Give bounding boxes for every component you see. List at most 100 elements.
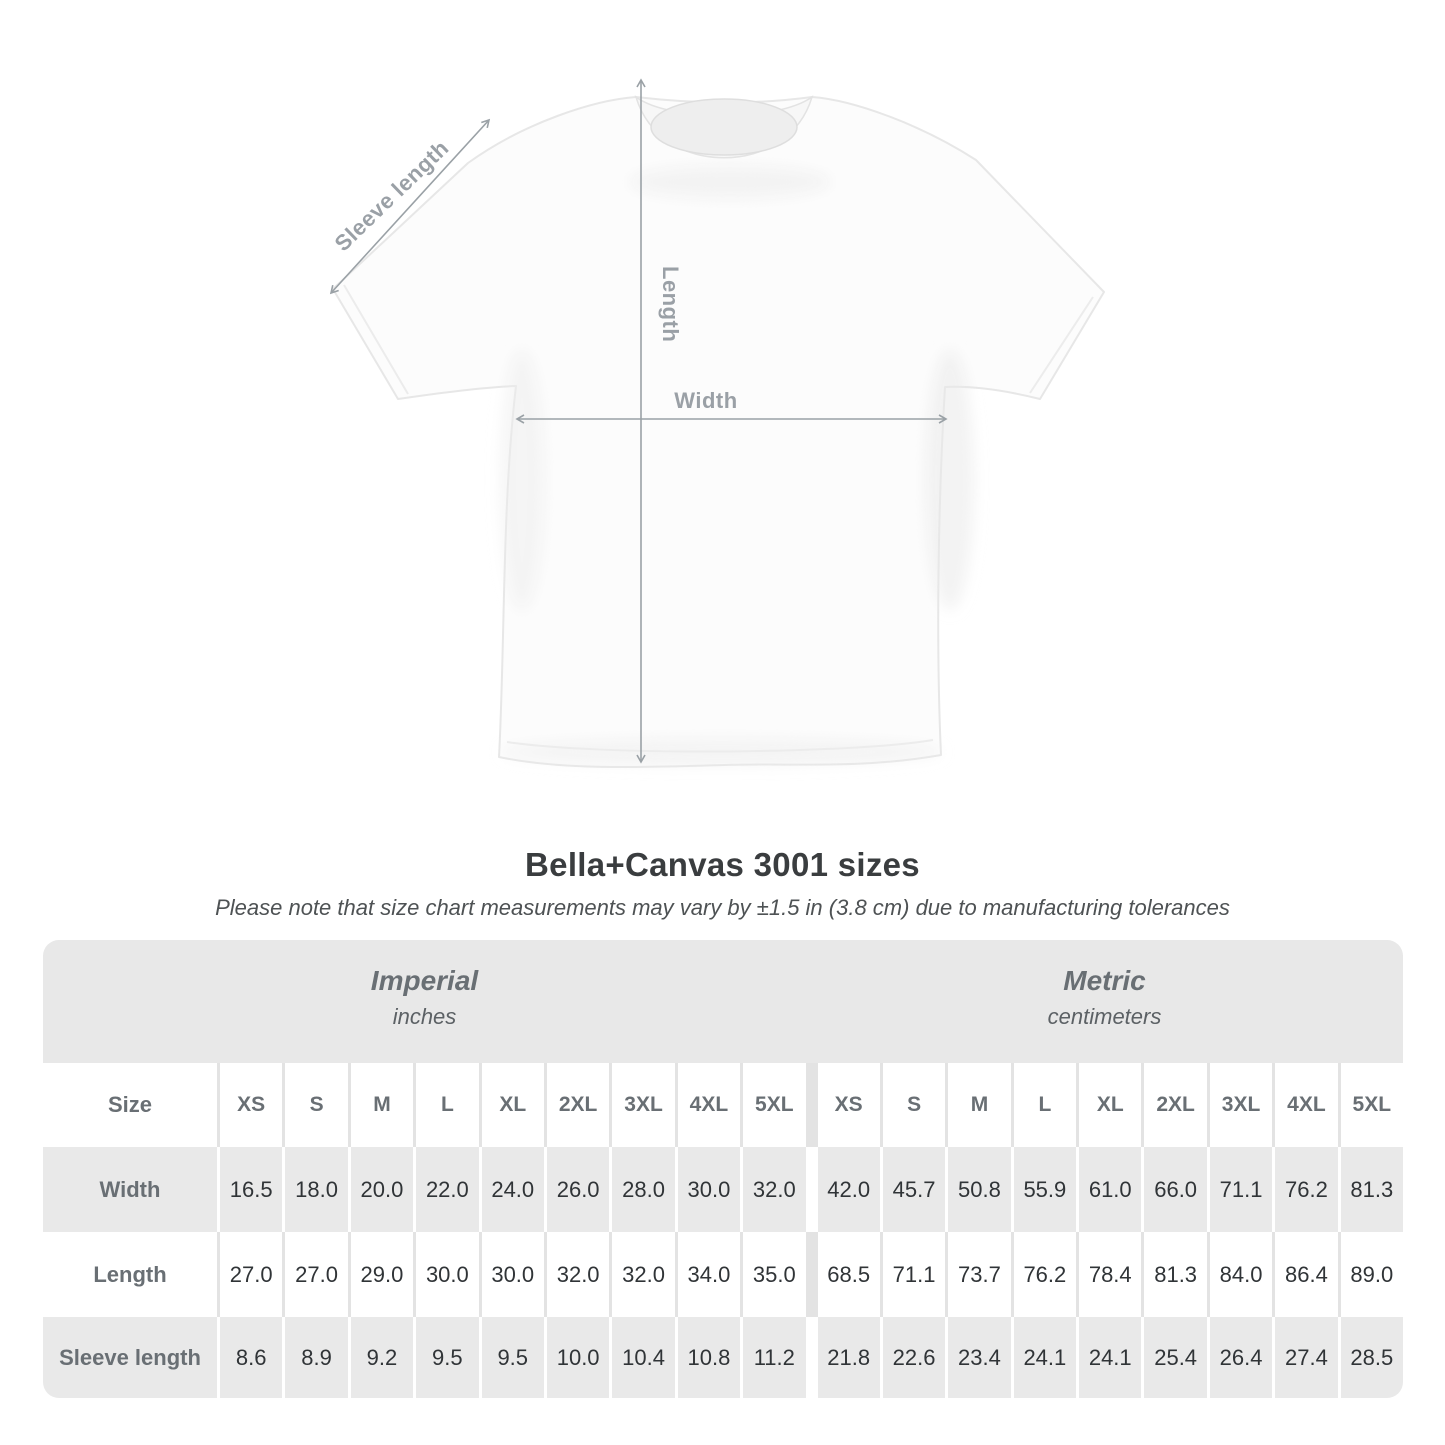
value-cell: 24.1 — [1079, 1317, 1142, 1398]
value-cell: 34.0 — [677, 1232, 741, 1317]
row-label: Width — [43, 1147, 217, 1232]
size-col-header: 3XL — [1209, 1063, 1273, 1147]
size-col-header: L — [1013, 1063, 1077, 1147]
value-cell: 20.0 — [350, 1147, 414, 1232]
metric-group-header: Metric centimeters — [806, 940, 1403, 1063]
value-cell: 30.0 — [481, 1232, 544, 1317]
hem-seam — [506, 739, 934, 753]
value-cell: 26.4 — [1209, 1317, 1273, 1398]
value-cell: 32.0 — [743, 1147, 806, 1232]
metric-group-unit: centimeters — [1047, 1004, 1162, 1029]
imperial-group-unit: inches — [392, 1004, 457, 1029]
value-cell: 18.0 — [285, 1147, 348, 1232]
value-cell: 78.4 — [1079, 1232, 1142, 1317]
imperial-group-header: Imperial inches — [43, 940, 806, 1063]
metric-group-title: Metric — [1063, 965, 1146, 996]
value-cell: 10.0 — [546, 1317, 610, 1398]
table-row-width: Width 16.5 18.0 20.0 22.0 24.0 26.0 28.0… — [43, 1147, 1403, 1232]
value-cell: 22.6 — [882, 1317, 946, 1398]
neck-opening — [650, 98, 798, 156]
size-col-header: XS — [817, 1063, 880, 1147]
value-cell: 23.4 — [948, 1317, 1011, 1398]
value-cell: 89.0 — [1340, 1232, 1403, 1317]
group-divider — [809, 1147, 815, 1232]
size-col-header: 5XL — [1340, 1063, 1403, 1147]
value-cell: 29.0 — [350, 1232, 414, 1317]
value-cell: 27.0 — [220, 1232, 283, 1317]
value-cell: 10.8 — [677, 1317, 741, 1398]
value-cell: 24.0 — [481, 1147, 544, 1232]
value-cell: 68.5 — [817, 1232, 880, 1317]
value-cell: 30.0 — [677, 1147, 741, 1232]
right-cuff-seam — [1029, 296, 1094, 394]
value-cell: 27.4 — [1275, 1317, 1338, 1398]
value-cell: 50.8 — [948, 1147, 1011, 1232]
value-cell: 86.4 — [1275, 1232, 1338, 1317]
value-cell: 66.0 — [1144, 1147, 1207, 1232]
group-divider — [809, 1232, 815, 1317]
value-cell: 81.3 — [1144, 1232, 1207, 1317]
value-cell: 27.0 — [285, 1232, 348, 1317]
table-row-length: Length 27.0 27.0 29.0 30.0 30.0 32.0 32.… — [43, 1232, 1403, 1317]
size-col-header: 2XL — [546, 1063, 610, 1147]
value-cell: 73.7 — [948, 1232, 1011, 1317]
size-col-header: 4XL — [1275, 1063, 1338, 1147]
table-row-sleeve-length: Sleeve length 8.6 8.9 9.2 9.5 9.5 10.0 1… — [43, 1317, 1403, 1398]
value-cell: 28.0 — [612, 1147, 675, 1232]
value-cell: 9.2 — [350, 1317, 414, 1398]
value-cell: 71.1 — [882, 1232, 946, 1317]
value-cell: 16.5 — [220, 1147, 283, 1232]
tolerance-note: Please note that size chart measurements… — [215, 895, 1230, 920]
value-cell: 10.4 — [612, 1317, 675, 1398]
sleeve-length-arrow — [329, 118, 491, 295]
tshirt-illustration — [329, 78, 1105, 769]
value-cell: 8.9 — [285, 1317, 348, 1398]
value-cell: 32.0 — [546, 1232, 610, 1317]
value-cell: 21.8 — [817, 1317, 880, 1398]
value-cell: 55.9 — [1013, 1147, 1077, 1232]
value-cell: 25.4 — [1144, 1317, 1207, 1398]
size-col-header: L — [416, 1063, 479, 1147]
size-col-header: XL — [481, 1063, 544, 1147]
size-col-header: 2XL — [1144, 1063, 1207, 1147]
unit-group-header: Imperial inches Metric centimeters — [43, 940, 1403, 1063]
value-cell: 9.5 — [481, 1317, 544, 1398]
page-title: Bella+Canvas 3001 sizes — [525, 846, 920, 883]
row-label: Sleeve length — [43, 1317, 217, 1398]
group-divider — [809, 1317, 815, 1398]
size-col-header: S — [882, 1063, 946, 1147]
row-label: Length — [43, 1232, 217, 1317]
value-cell: 8.6 — [220, 1317, 283, 1398]
left-cuff-seam — [343, 284, 409, 395]
value-cell: 76.2 — [1013, 1232, 1077, 1317]
value-cell: 32.0 — [612, 1232, 675, 1317]
size-col-header: 5XL — [743, 1063, 806, 1147]
size-col-header: XL — [1079, 1063, 1142, 1147]
value-cell: 84.0 — [1209, 1232, 1273, 1317]
value-cell: 81.3 — [1340, 1147, 1403, 1232]
size-col-header: 3XL — [612, 1063, 675, 1147]
size-table: Imperial inches Metric centimeters Size … — [43, 940, 1403, 1398]
value-cell: 42.0 — [817, 1147, 880, 1232]
size-col-header: M — [948, 1063, 1011, 1147]
value-cell: 26.0 — [546, 1147, 610, 1232]
tshirt-measurement-diagram: Sleeve length Length Width — [329, 78, 1105, 769]
value-cell: 11.2 — [743, 1317, 806, 1398]
value-cell: 22.0 — [416, 1147, 479, 1232]
width-label: Width — [674, 388, 738, 413]
value-cell: 71.1 — [1209, 1147, 1273, 1232]
value-cell: 35.0 — [743, 1232, 806, 1317]
imperial-group-title: Imperial — [370, 965, 479, 996]
value-cell: 30.0 — [416, 1232, 479, 1317]
value-cell: 24.1 — [1013, 1317, 1077, 1398]
value-cell: 61.0 — [1079, 1147, 1142, 1232]
value-cell: 9.5 — [416, 1317, 479, 1398]
size-col-header: M — [350, 1063, 414, 1147]
length-label: Length — [658, 266, 683, 343]
value-cell: 76.2 — [1275, 1147, 1338, 1232]
size-col-header: XS — [220, 1063, 283, 1147]
value-cell: 45.7 — [882, 1147, 946, 1232]
size-header: Size — [43, 1063, 217, 1147]
size-col-header: 4XL — [677, 1063, 741, 1147]
table-row-sizes: Size XS S M L XL 2XL 3XL 4XL 5XL XS S M … — [43, 1063, 1403, 1147]
